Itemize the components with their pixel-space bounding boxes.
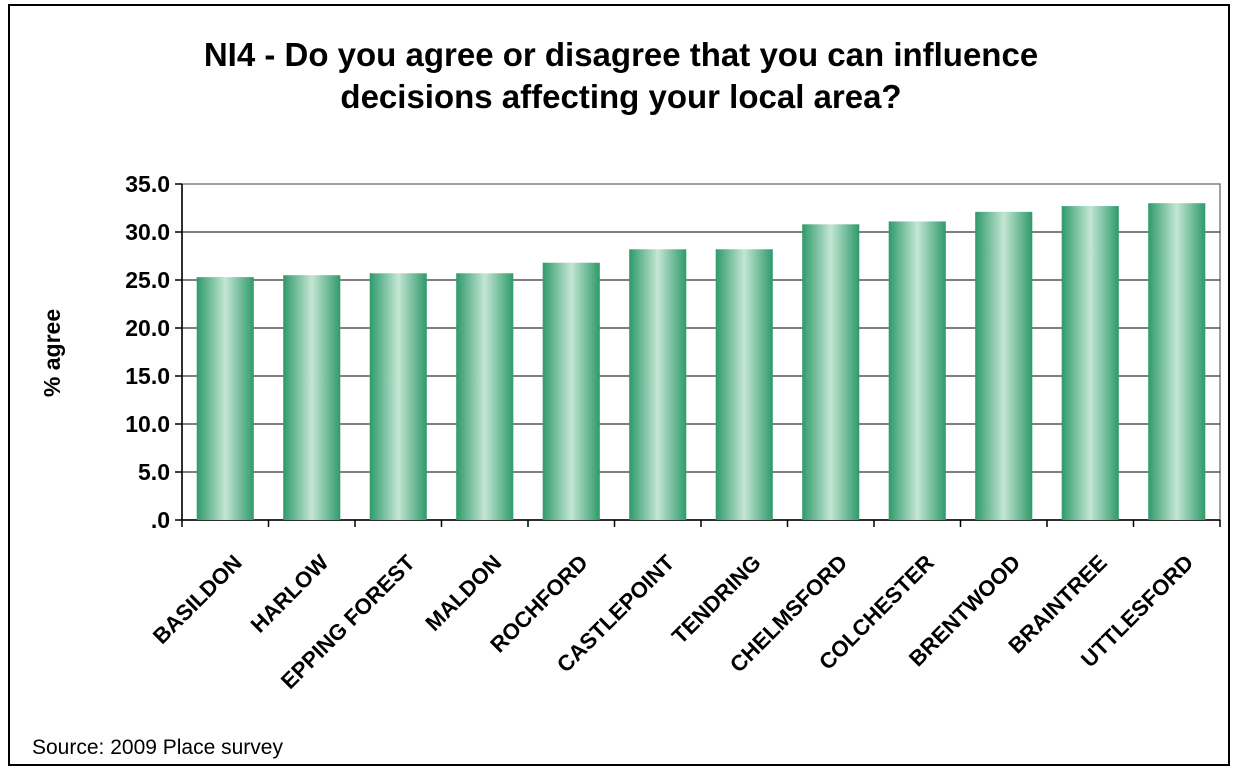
bar: [888, 221, 946, 520]
x-tick-label: HARLOW: [246, 550, 334, 638]
bar: [369, 273, 427, 520]
y-tick-label: 10.0: [125, 411, 170, 437]
y-tick-label: .0: [151, 507, 170, 533]
y-axis-title: % agree: [39, 309, 65, 397]
y-tick-label: 25.0: [125, 267, 170, 293]
bar: [715, 249, 773, 520]
bar: [542, 262, 600, 520]
chart-title: NI4 - Do you agree or disagree that you …: [10, 34, 1232, 118]
bar: [629, 249, 687, 520]
bar: [1061, 206, 1119, 520]
chart-title-line-1: NI4 - Do you agree or disagree that you …: [203, 36, 1039, 73]
y-tick-label: 35.0: [125, 171, 170, 197]
bar: [975, 211, 1033, 520]
bar: [283, 275, 341, 520]
x-tick-label: BASILDON: [148, 550, 247, 649]
bar: [196, 277, 254, 520]
x-tick-label: MALDON: [420, 550, 506, 636]
source-note: Source: 2009 Place survey: [32, 736, 283, 759]
y-tick-label: 30.0: [125, 219, 170, 245]
y-tick-label: 5.0: [138, 459, 170, 485]
bar: [802, 224, 860, 520]
bar: [456, 273, 514, 520]
y-tick-label: 20.0: [125, 315, 170, 341]
y-tick-label: 15.0: [125, 363, 170, 389]
bar: [1148, 203, 1206, 520]
chart-title-line-2: decisions affecting your local area?: [340, 78, 902, 115]
